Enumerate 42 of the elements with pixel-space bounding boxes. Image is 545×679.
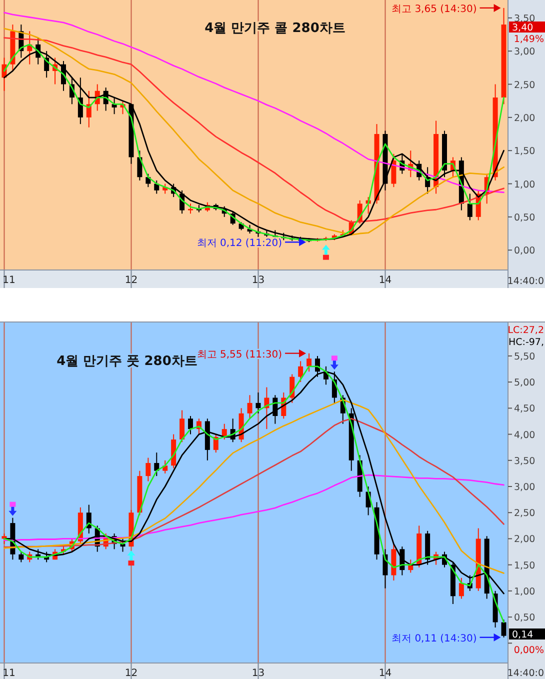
y-tick-label: 1,00 <box>514 586 536 598</box>
y-tick-label: 4,00 <box>514 430 536 441</box>
y-tick-label: 3,00 <box>514 482 536 493</box>
text: 14:40:0 <box>507 668 544 679</box>
y-tick-label: 5,50 <box>514 351 536 362</box>
annotation: 최고 3,65 (14:30) <box>392 4 477 15</box>
y-tick-label: 5,00 <box>514 378 536 389</box>
y-tick-label: 0,50 <box>514 612 536 624</box>
y-tick-label: 3,50 <box>514 456 536 467</box>
text: 3,40 <box>512 22 534 34</box>
y-tick-label: 4,50 <box>514 404 536 415</box>
line-series <box>4 418 504 548</box>
y-tick-label: 2,00 <box>514 534 536 546</box>
y-tick-label: 1,00 <box>514 179 536 190</box>
y-tick-label: 1,50 <box>514 146 536 158</box>
x-tick-label: 12 <box>124 275 138 286</box>
x-tick-label: 13 <box>252 668 265 679</box>
line-series <box>4 399 504 574</box>
text: HC:-97, <box>508 337 544 348</box>
x-tick-label: 12 <box>124 668 138 679</box>
y-tick-label: 2,50 <box>514 508 536 520</box>
annotation: 최저 0,11 (14:30) <box>392 633 477 644</box>
annotation: 최저 0,12 (11:20) <box>196 238 282 250</box>
line-series <box>4 12 504 194</box>
annotation: LC:27,2 <box>508 325 544 336</box>
text: 14:40:0 <box>507 276 544 287</box>
y-tick-label: 2,50 <box>514 80 536 91</box>
text: 0,00% <box>514 645 544 656</box>
text: 4월 만기주 콜 280차트 <box>204 21 346 36</box>
text: 1,49% <box>514 34 544 45</box>
x-tick-label: 14 <box>378 275 392 286</box>
x-tick-label: 14 <box>378 668 392 679</box>
x-tick-label: 13 <box>252 275 265 286</box>
y-tick-label: 0,50 <box>514 212 536 224</box>
y-tick-label: 3,50 <box>514 13 536 24</box>
y-tick-label: 3,00 <box>514 46 536 58</box>
y-tick-label: 0,00 <box>514 246 536 257</box>
x-tick-label: 11 <box>2 668 16 679</box>
text: 0,14 <box>512 630 534 640</box>
y-tick-label: 2,00 <box>514 112 536 124</box>
x-tick-label: 11 <box>2 275 16 286</box>
y-tick-label: 1,50 <box>514 560 536 572</box>
